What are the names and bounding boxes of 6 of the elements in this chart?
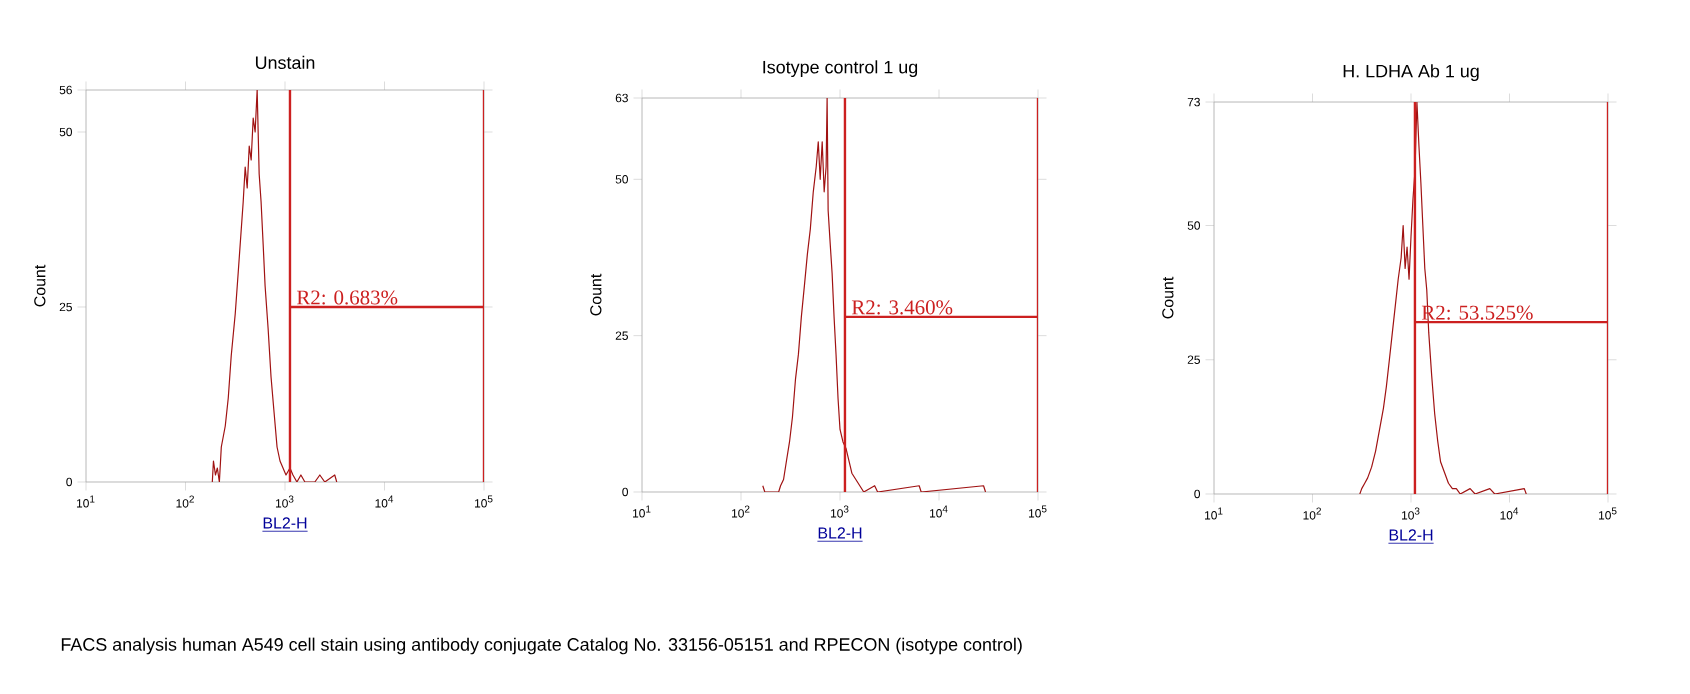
chart-title: Unstain xyxy=(255,55,315,70)
annotation: R2: 0.683% xyxy=(296,290,398,305)
chart-title: Isotype control 1 ug xyxy=(763,60,918,78)
chart-title: H. LDHA Ab 1 ug xyxy=(1343,64,1479,82)
text: FACS analysis human A549 cell stain using antibody conjugate Catalog No. 33156-05151 and RPECON (isotype control) xyxy=(61,637,1022,655)
annotation: R2: 3.460% xyxy=(851,300,953,315)
